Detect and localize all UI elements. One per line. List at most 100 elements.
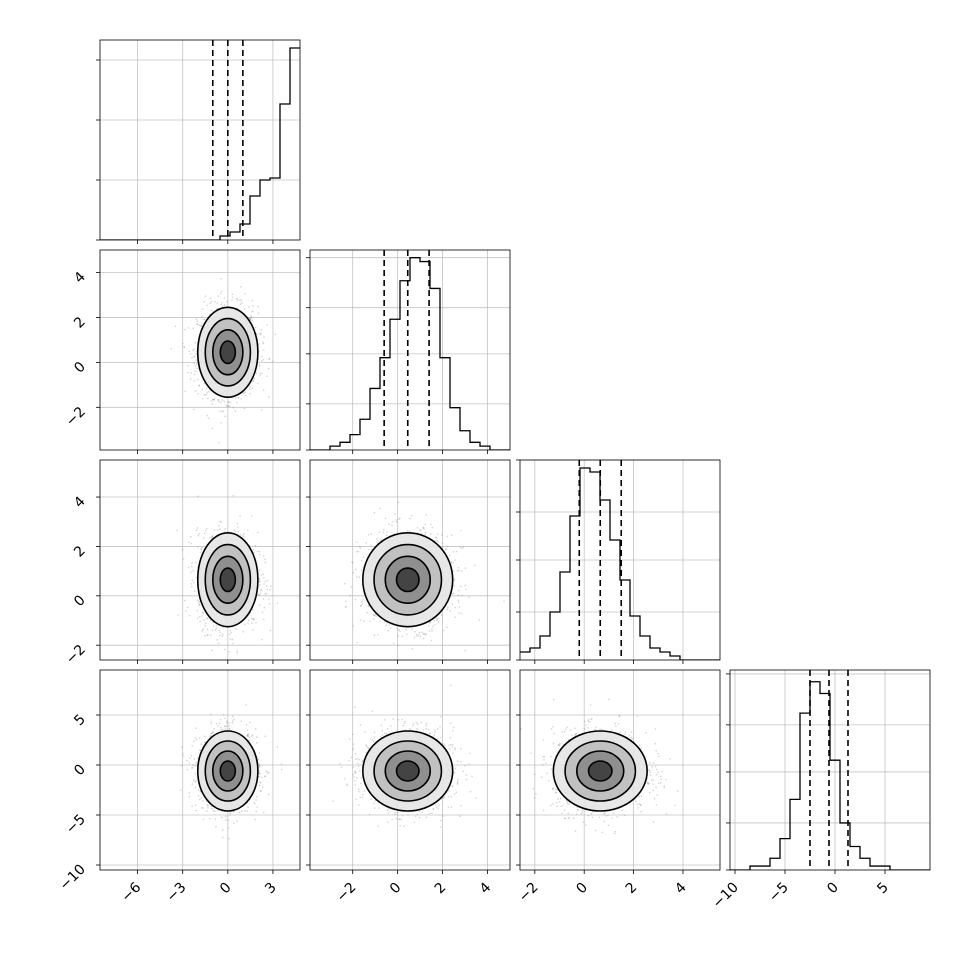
scatter-point — [238, 811, 241, 814]
scatter-point — [266, 588, 269, 591]
scatter-point — [190, 535, 192, 538]
scatter-point — [464, 584, 467, 587]
scatter-point — [206, 304, 208, 307]
scatter-point — [253, 802, 256, 805]
scatter-point — [422, 633, 425, 635]
scatter-point — [242, 535, 245, 538]
scatter-point — [201, 611, 204, 613]
scatter-point — [221, 728, 224, 731]
contour-line-3 — [362, 532, 454, 628]
scatter-point — [446, 606, 449, 609]
scatter-point — [191, 805, 193, 808]
scatter-point — [264, 561, 267, 564]
scatter-point — [248, 316, 250, 319]
histogram-step — [520, 467, 720, 660]
scatter-point — [461, 594, 463, 597]
scatter-point — [259, 790, 262, 792]
scatter-point — [213, 810, 216, 812]
scatter-point — [441, 542, 444, 544]
scatter-point — [251, 387, 254, 390]
scatter-point — [192, 581, 195, 584]
scatter-point — [435, 536, 438, 539]
scatter-point — [258, 594, 260, 596]
scatter-point — [437, 541, 440, 543]
scatter-point — [200, 322, 203, 325]
contour-line-3 — [196, 532, 259, 628]
scatter-point — [195, 318, 198, 321]
scatter-point — [388, 624, 391, 627]
scatter-point — [437, 621, 440, 623]
scatter-point — [215, 307, 218, 310]
scatter-point — [453, 585, 455, 587]
scatter-point — [194, 590, 196, 592]
scatter-point — [265, 585, 268, 587]
scatter-point — [201, 315, 203, 318]
hist-panel-1 — [306, 249, 511, 454]
scatter-point — [221, 410, 223, 413]
hist-panel-2 — [516, 459, 721, 664]
scatter-point — [372, 618, 375, 620]
scatter-point — [266, 324, 269, 326]
scatter-point — [452, 592, 454, 595]
scatter-point — [370, 544, 373, 547]
scatter-point — [428, 630, 431, 632]
scatter-point — [248, 317, 251, 320]
scatter-point — [200, 551, 202, 553]
scatter-point — [262, 598, 265, 600]
scatter-point — [232, 494, 235, 497]
scatter-point — [350, 586, 353, 588]
scatter-point — [436, 539, 439, 542]
scatter-point — [214, 300, 216, 303]
scatter-point — [430, 523, 432, 526]
scatter-point — [241, 302, 243, 304]
y-tick-label: 4 — [71, 493, 89, 511]
scatter-point — [193, 362, 196, 365]
scatter-point — [259, 589, 262, 592]
scatter-point — [429, 533, 432, 535]
scatter-point — [218, 528, 221, 530]
scatter-point — [434, 623, 436, 626]
scatter-point — [416, 635, 419, 637]
scatter-point — [422, 527, 425, 529]
scatter-point — [211, 535, 213, 538]
scatter-point — [229, 401, 232, 404]
scatter-point — [244, 623, 246, 625]
scatter-point — [366, 611, 369, 614]
scatter-point — [227, 819, 230, 821]
scatter-point — [220, 728, 222, 731]
scatter-point — [194, 786, 197, 789]
contour-line-1 — [384, 555, 432, 605]
scatter-point — [216, 302, 219, 304]
scatter-point — [193, 779, 195, 781]
scatter-point — [452, 561, 455, 564]
scatter-point — [359, 547, 362, 549]
scatter-point — [262, 342, 265, 345]
scatter-point — [193, 380, 195, 382]
scatter-point — [239, 515, 241, 517]
scatter-point — [231, 293, 234, 296]
scatter-point — [445, 548, 447, 551]
scatter-point — [215, 625, 218, 627]
scatter-point — [387, 629, 390, 632]
scatter-point — [260, 332, 262, 335]
scatter-point — [436, 619, 438, 622]
scatter-point — [225, 720, 228, 723]
scatter-point — [425, 633, 427, 635]
scatter-point — [204, 529, 207, 532]
scatter-point — [241, 534, 244, 537]
scatter-point — [203, 382, 206, 385]
scatter-point — [235, 297, 238, 300]
scatter-point — [224, 725, 226, 728]
scatter-point — [246, 529, 249, 532]
scatter-point — [419, 529, 421, 532]
scatter-point — [201, 546, 203, 549]
contour-line-3 — [196, 306, 259, 398]
scatter-point — [198, 603, 201, 606]
scatter-point — [230, 631, 233, 634]
contour-line-2 — [204, 543, 252, 616]
scatter-point — [344, 606, 347, 609]
scatter-point — [360, 605, 362, 607]
scatter-point — [383, 528, 385, 531]
scatter-point — [442, 629, 445, 632]
scatter-point — [252, 380, 254, 382]
